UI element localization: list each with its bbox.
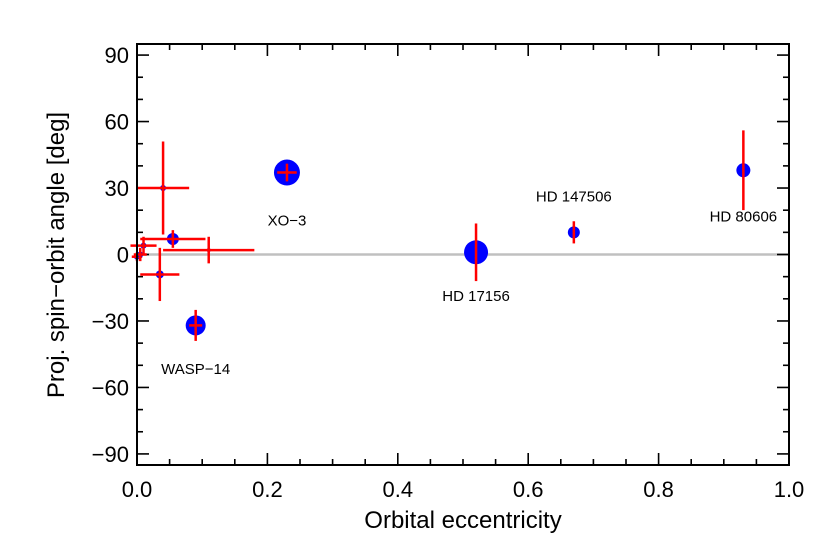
x-tick-label: 0.2 [252, 477, 283, 502]
x-tick-label: 1.0 [774, 477, 805, 502]
y-tick-label: −90 [92, 442, 129, 467]
data-point [567, 221, 580, 244]
data-point [137, 141, 190, 235]
x-tick-label: 0.0 [122, 477, 153, 502]
y-tick-label: 60 [105, 110, 129, 135]
y-tick-label: −30 [92, 309, 129, 334]
point-annotation: HD 147506 [536, 188, 612, 205]
x-tick-label: 0.8 [643, 477, 674, 502]
data-point [736, 130, 751, 211]
x-tick-label: 0.4 [383, 477, 414, 502]
y-tick-label: −60 [92, 375, 129, 400]
x-axis-title: Orbital eccentricity [364, 507, 561, 534]
data-point [185, 309, 206, 341]
point-annotation: HD 80606 [710, 208, 778, 225]
point-annotation: XO−3 [268, 213, 307, 230]
point-annotation: WASP−14 [161, 361, 230, 378]
data-point [140, 230, 206, 248]
x-tick-label: 0.6 [513, 477, 544, 502]
y-tick-label: 30 [105, 176, 129, 201]
y-tick-label: 90 [105, 43, 129, 68]
y-axis-title: Proj. spin−orbit angle [deg] [43, 112, 70, 398]
data-point [464, 223, 489, 282]
y-tick-label: 0 [117, 243, 129, 268]
plot-frame [136, 43, 790, 466]
data-point [163, 236, 255, 264]
data-point [140, 247, 180, 302]
data-point [273, 159, 300, 186]
point-annotation: HD 17156 [442, 288, 510, 305]
plot-area: 0.0 0.2 0.4 0.6 0.8 1.0 −90 −60 −30 0 30 60 90 XO−3 HD… [92, 43, 805, 502]
